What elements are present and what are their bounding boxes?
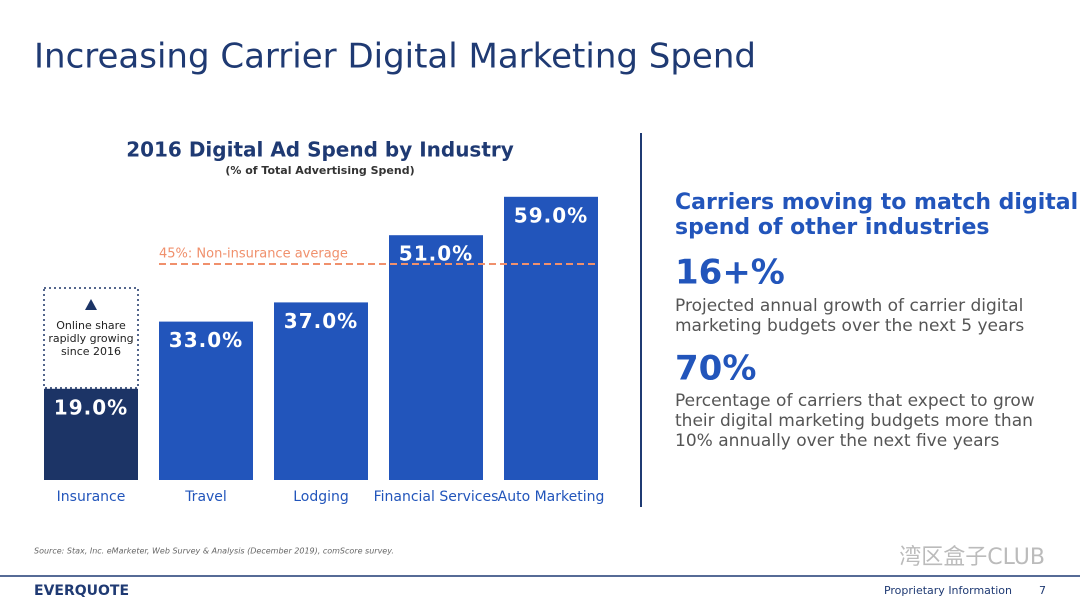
stat-text: Percentage of carriers that expect to gr… — [675, 391, 1035, 411]
watermark: 湾区盒子CLUB — [899, 545, 1045, 570]
panel-heading: spend of other industries — [675, 215, 990, 240]
x-tick-label: Auto Marketing — [498, 489, 605, 505]
value-label: 33.0% — [169, 328, 243, 352]
annotation: since 2016 — [61, 345, 121, 358]
x-tick-label: Lodging — [293, 489, 349, 505]
stat-value: 70% — [675, 349, 756, 389]
stat-text: marketing budgets over the next 5 years — [675, 316, 1024, 336]
bar — [44, 388, 138, 480]
panel-heading: Carriers moving to match digital — [675, 190, 1078, 215]
bar — [274, 302, 368, 480]
stat-text: their digital marketing budgets more tha… — [675, 411, 1033, 431]
value-label: 37.0% — [284, 309, 358, 333]
logo: EVERQUOTE — [34, 583, 129, 599]
stat-text: Projected annual growth of carrier digit… — [675, 296, 1023, 316]
bar — [389, 235, 483, 480]
value-label: 51.0% — [399, 242, 473, 266]
slide-title: Increasing Carrier Digital Marketing Spe… — [34, 37, 756, 77]
annotation: rapidly growing — [48, 332, 133, 345]
page-number: 7 — [1039, 584, 1046, 597]
footer-label: Proprietary Information — [884, 584, 1012, 597]
x-tick-label: Insurance — [57, 489, 126, 505]
x-tick-label: Travel — [184, 489, 227, 505]
annotation: Online share — [56, 319, 126, 332]
x-tick-label: Financial Services — [374, 489, 499, 505]
bar — [159, 321, 253, 480]
reference-label: 45%: Non-insurance average — [159, 247, 348, 262]
value-label: 19.0% — [54, 395, 128, 419]
up-arrow — [85, 299, 97, 310]
chart-subtitle: (% of Total Advertising Spend) — [225, 164, 414, 177]
value-label: 59.0% — [514, 203, 588, 227]
bar — [504, 196, 598, 481]
source: Source: Stax, Inc. eMarketer, Web Survey… — [34, 547, 394, 556]
stat-text: 10% annually over the next five years — [675, 431, 999, 451]
growth-box — [43, 287, 139, 389]
chart-title: 2016 Digital Ad Spend by Industry — [126, 138, 514, 162]
stat-value: 16+% — [675, 253, 785, 293]
